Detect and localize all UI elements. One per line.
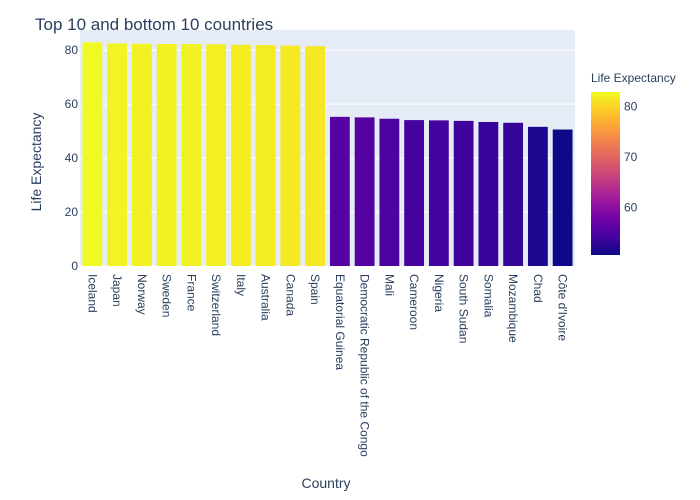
bar[interactable] bbox=[230, 44, 251, 266]
y-tick-label: 20 bbox=[65, 205, 79, 219]
y-tick-label: 60 bbox=[65, 97, 79, 111]
y-axis-title: Life Expectancy bbox=[28, 113, 44, 212]
y-ticks: 0 20 40 60 80 bbox=[65, 43, 79, 273]
bar[interactable] bbox=[255, 45, 276, 266]
colorbar-tick-label: 80 bbox=[624, 100, 638, 114]
y-tick-label: 80 bbox=[65, 43, 79, 57]
bar[interactable] bbox=[131, 43, 152, 266]
bar[interactable] bbox=[354, 117, 375, 267]
x-tick-label: Norway bbox=[135, 274, 149, 315]
bar[interactable] bbox=[329, 116, 350, 267]
x-tick-label: Mali bbox=[382, 274, 396, 296]
x-tick-label: Spain bbox=[308, 274, 322, 305]
x-tick-label: Iceland bbox=[85, 274, 99, 313]
x-tick-label: South Sudan bbox=[457, 274, 471, 343]
bar[interactable] bbox=[453, 120, 474, 267]
x-ticks: Iceland Japan Norway Sweden France Switzerlan… bbox=[85, 274, 569, 457]
x-tick-label: Somalia bbox=[481, 274, 495, 318]
colorbar bbox=[591, 92, 620, 255]
chart-title: Top 10 and bottom 10 countries bbox=[35, 15, 273, 34]
x-tick-label: Japan bbox=[110, 274, 124, 307]
bar[interactable] bbox=[82, 42, 103, 266]
bars bbox=[82, 42, 573, 267]
x-tick-label: France bbox=[184, 274, 198, 312]
colorbar-tick-label: 60 bbox=[624, 201, 638, 215]
bar[interactable] bbox=[379, 118, 400, 267]
bar[interactable] bbox=[280, 45, 301, 266]
x-tick-label: Switzerland bbox=[209, 274, 223, 336]
x-tick-label: Côte d'Ivoire bbox=[556, 274, 570, 341]
bar[interactable] bbox=[206, 44, 227, 266]
y-tick-label: 0 bbox=[71, 259, 78, 273]
bar[interactable] bbox=[305, 46, 326, 266]
x-tick-label: Equatorial Guinea bbox=[333, 274, 347, 370]
bar[interactable] bbox=[428, 120, 449, 267]
bar[interactable] bbox=[181, 44, 202, 266]
x-tick-label: Italy bbox=[234, 274, 248, 296]
colorbar-title: Life Expectancy bbox=[591, 71, 676, 85]
x-tick-label: Australia bbox=[259, 274, 273, 321]
x-tick-label: Sweden bbox=[160, 274, 174, 317]
bar[interactable] bbox=[404, 120, 425, 267]
x-tick-label: Canada bbox=[283, 274, 297, 316]
x-tick-label: Mozambique bbox=[506, 274, 520, 343]
x-tick-label: Cameroon bbox=[407, 274, 421, 330]
bar[interactable] bbox=[527, 126, 548, 267]
plot-area bbox=[80, 30, 575, 266]
x-tick-label: Democratic Republic of the Congo bbox=[358, 274, 372, 457]
x-tick-label: Chad bbox=[531, 274, 545, 303]
bar[interactable] bbox=[503, 122, 524, 267]
colorbar-tick-label: 70 bbox=[624, 150, 638, 164]
bar[interactable] bbox=[552, 129, 573, 266]
x-axis-title: Country bbox=[301, 475, 350, 491]
bar[interactable] bbox=[156, 44, 177, 266]
colorbar-ticks: 60 70 80 bbox=[624, 100, 638, 215]
x-tick-label: Nigeria bbox=[432, 274, 446, 312]
bar[interactable] bbox=[107, 43, 128, 266]
bar[interactable] bbox=[478, 121, 499, 267]
y-tick-label: 40 bbox=[65, 151, 79, 165]
